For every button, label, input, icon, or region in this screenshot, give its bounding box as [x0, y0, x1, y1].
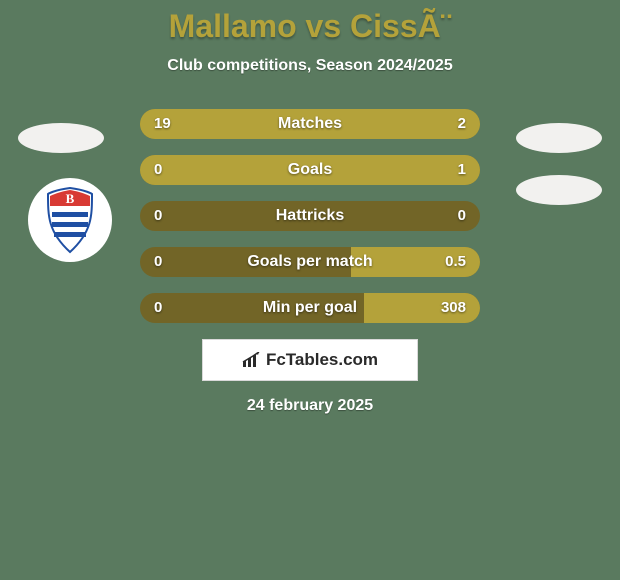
- player-left-badge: [18, 123, 104, 153]
- stat-label: Min per goal: [140, 293, 480, 323]
- page-title: Mallamo vs CissÃ¨: [0, 0, 620, 45]
- club-crest-left: B: [28, 178, 112, 262]
- stat-label: Goals per match: [140, 247, 480, 277]
- stat-row: 192Matches: [140, 109, 480, 139]
- brand-label: FcTables.com: [242, 350, 378, 370]
- date-label: 24 february 2025: [0, 397, 620, 415]
- stat-row: 00Hattricks: [140, 201, 480, 231]
- stat-row: 01Goals: [140, 155, 480, 185]
- player-right-badge: [516, 123, 602, 153]
- subtitle: Club competitions, Season 2024/2025: [0, 57, 620, 75]
- svg-text:B: B: [66, 191, 75, 206]
- comparison-infographic: Mallamo vs CissÃ¨ Club competitions, Sea…: [0, 0, 620, 580]
- stat-label: Matches: [140, 109, 480, 139]
- brand-text: FcTables.com: [266, 350, 378, 370]
- shield-icon: B: [42, 186, 98, 254]
- stat-label: Hattricks: [140, 201, 480, 231]
- player-right-badge-2: [516, 175, 602, 205]
- stat-row: 00.5Goals per match: [140, 247, 480, 277]
- stat-label: Goals: [140, 155, 480, 185]
- stat-row: 0308Min per goal: [140, 293, 480, 323]
- bars-icon: [242, 352, 262, 368]
- brand-box: FcTables.com: [202, 339, 418, 381]
